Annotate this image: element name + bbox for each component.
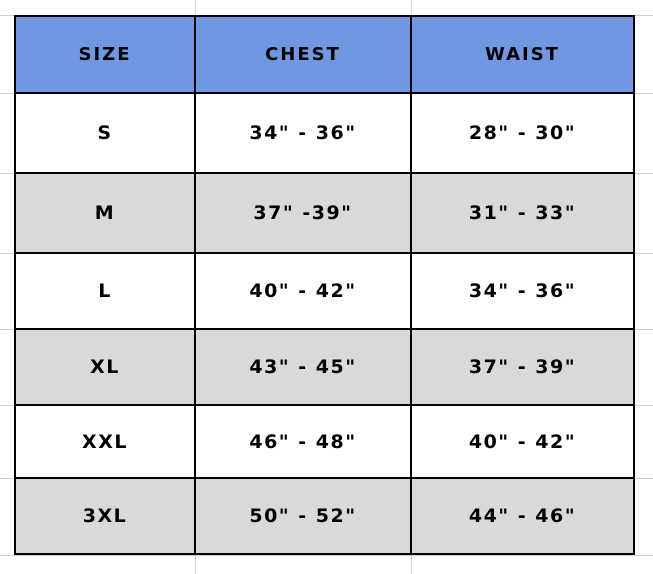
- cell-chest[interactable]: 43" - 45": [194, 328, 412, 406]
- table-row: 3XL 50" - 52" 44" - 46": [14, 477, 635, 555]
- header-chest[interactable]: CHEST: [194, 15, 412, 94]
- cell-size[interactable]: XXL: [14, 404, 196, 479]
- header-size[interactable]: SIZE: [14, 15, 196, 94]
- cell-waist[interactable]: 34" - 36": [410, 252, 635, 330]
- cell-size[interactable]: L: [14, 252, 196, 330]
- table-row: XL 43" - 45" 37" - 39": [14, 328, 635, 406]
- cell-size[interactable]: 3XL: [14, 477, 196, 555]
- table-row: S 34" - 36" 28" - 30": [14, 92, 635, 174]
- gridline: [0, 555, 653, 556]
- cell-waist[interactable]: 44" - 46": [410, 477, 635, 555]
- table-row: M 37" -39" 31" - 33": [14, 172, 635, 254]
- cell-chest[interactable]: 46" - 48": [194, 404, 412, 479]
- table-row: XXL 46" - 48" 40" - 42": [14, 404, 635, 479]
- cell-waist[interactable]: 37" - 39": [410, 328, 635, 406]
- table-row: L 40" - 42" 34" - 36": [14, 252, 635, 330]
- header-waist[interactable]: WAIST: [410, 15, 635, 94]
- cell-waist[interactable]: 40" - 42": [410, 404, 635, 479]
- cell-size[interactable]: M: [14, 172, 196, 254]
- cell-chest[interactable]: 34" - 36": [194, 92, 412, 174]
- cell-chest[interactable]: 40" - 42": [194, 252, 412, 330]
- cell-chest[interactable]: 37" -39": [194, 172, 412, 254]
- size-chart-table: SIZE CHEST WAIST S 34" - 36" 28" - 30" M…: [14, 15, 635, 555]
- cell-waist[interactable]: 31" - 33": [410, 172, 635, 254]
- cell-waist[interactable]: 28" - 30": [410, 92, 635, 174]
- cell-size[interactable]: S: [14, 92, 196, 174]
- header-row: SIZE CHEST WAIST: [14, 15, 635, 94]
- cell-size[interactable]: XL: [14, 328, 196, 406]
- cell-chest[interactable]: 50" - 52": [194, 477, 412, 555]
